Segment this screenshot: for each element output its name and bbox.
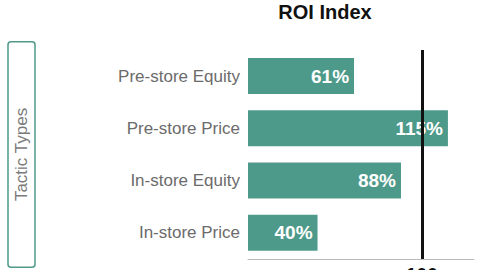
svg-text:100: 100 — [406, 264, 438, 270]
svg-text:ROI Index: ROI Index — [278, 1, 371, 23]
svg-text:Tactic Types: Tactic Types — [12, 108, 31, 201]
svg-text:61%: 61% — [311, 66, 349, 87]
svg-text:88%: 88% — [358, 170, 396, 191]
svg-text:40%: 40% — [275, 222, 313, 243]
svg-text:Pre-store Equity: Pre-store Equity — [118, 67, 240, 86]
svg-text:115%: 115% — [395, 118, 443, 139]
svg-text:Pre-store Price: Pre-store Price — [127, 119, 240, 138]
svg-text:In-store Price: In-store Price — [139, 223, 240, 242]
svg-text:In-store Equity: In-store Equity — [130, 171, 240, 190]
